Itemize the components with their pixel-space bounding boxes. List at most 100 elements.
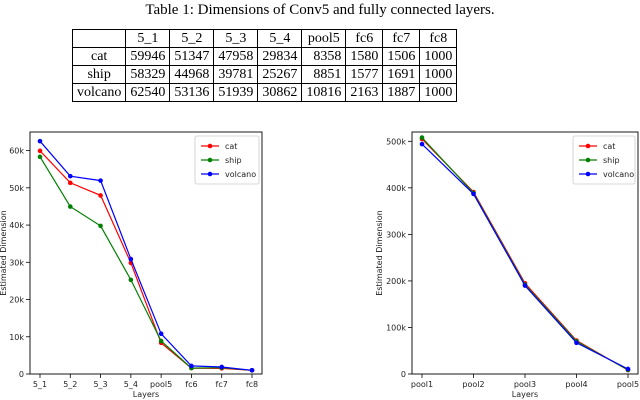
x-axis-label: Layers — [133, 390, 159, 399]
x-tick-label: pool1 — [411, 380, 433, 389]
legend-marker-cat — [207, 143, 213, 149]
table-cell: 58329 — [125, 65, 171, 84]
data-point-volcano — [98, 178, 103, 183]
x-tick-label: pool3 — [514, 380, 536, 389]
data-point-ship — [158, 338, 164, 344]
table-column-header: 5_2 — [169, 29, 215, 48]
y-tick-label: 100k — [386, 323, 406, 332]
legend-label: volcano — [603, 170, 634, 179]
x-axis-label: Layers — [512, 390, 538, 399]
x-tick-label: 5_2 — [63, 380, 77, 389]
table-column-header: fc8 — [419, 29, 458, 48]
legend-label: ship — [603, 156, 620, 165]
table-column-header: 5_4 — [257, 29, 303, 48]
table-caption: Table 1: Dimensions of Conv5 and fully c… — [145, 2, 495, 18]
y-axis-label: Estimated Dimension — [0, 210, 8, 295]
table-cell: 1000 — [419, 47, 458, 66]
series-line-volcano — [39, 140, 253, 371]
y-tick-label: 60k — [9, 147, 24, 156]
table-cell: 8851 — [301, 65, 347, 84]
left-line-chart: 0 10k 20k 30k 40k 50k 60k 5_1 5_2 5_3 5_4 pool5 fc6 f… — [0, 131, 263, 399]
table-cell: 44968 — [169, 65, 215, 84]
table-column-header: 5_1 — [125, 29, 171, 48]
table-cell: 1000 — [419, 83, 458, 102]
data-point-volcano — [574, 340, 579, 346]
legend-label: volcano — [225, 170, 256, 179]
table-cell: 1577 — [345, 65, 384, 84]
data-point-cat — [37, 148, 43, 154]
data-point-volcano — [249, 367, 255, 373]
data-point-volcano — [128, 256, 134, 262]
legend-marker-volcano — [585, 171, 591, 177]
table-cell: 25267 — [257, 65, 303, 84]
table-cell: 30862 — [257, 83, 303, 102]
table-cell: 29834 — [257, 47, 303, 66]
table-row: volcano 62540 53136 51939 30862 10816 21… — [71, 83, 458, 102]
table-cell: 1580 — [345, 47, 384, 66]
x-tick-label: pool5 — [150, 380, 172, 389]
table-row: ship 58329 44968 39781 25267 8851 1577 1… — [71, 65, 458, 84]
table-cell: 1000 — [419, 65, 458, 84]
table-cell: 10816 — [301, 83, 347, 102]
table-cell: 51939 — [213, 83, 259, 102]
legend-marker-volcano — [207, 171, 213, 177]
table-cell: 1691 — [382, 65, 421, 84]
x-tick-label: fc6 — [185, 380, 197, 389]
table-row-label: ship — [71, 65, 127, 84]
y-tick-label: 30k — [9, 258, 24, 267]
data-point-volcano — [37, 138, 43, 144]
data-point-volcano — [67, 173, 73, 179]
data-point-ship — [419, 135, 425, 140]
data-point-volcano — [522, 283, 528, 288]
legend-marker-ship — [207, 157, 213, 163]
y-tick-label: 400k — [386, 184, 406, 193]
x-tick-label: fc7 — [216, 380, 228, 389]
data-point-volcano — [189, 363, 194, 369]
table-row-label: volcano — [71, 83, 127, 102]
table-cell: 8358 — [301, 47, 347, 66]
data-point-cat — [98, 193, 103, 198]
table-cell: 53136 — [169, 83, 215, 102]
y-tick-label: 40k — [9, 221, 24, 230]
data-point-ship — [37, 154, 43, 160]
table-cell: 62540 — [125, 83, 171, 102]
right-line-chart: 0 100k 200k 300k 400k 500k pool1 pool2 pool3 pool… — [375, 131, 639, 399]
data-point-volcano — [471, 191, 476, 197]
legend-label: cat — [603, 142, 615, 151]
y-tick-label: 300k — [386, 230, 406, 239]
table-header-row: 5_1 5_2 5_3 5_4 pool5 fc6 fc7 fc8 — [71, 29, 458, 48]
table-column-header: pool5 — [301, 29, 347, 48]
y-tick-label: 500k — [386, 137, 406, 146]
dimensions-table: 5_1 5_2 5_3 5_4 pool5 fc6 fc7 fc8 cat 59… — [71, 29, 458, 102]
table-cell: 2163 — [345, 83, 384, 102]
table-cell: 51347 — [169, 47, 215, 66]
series-line-ship — [39, 156, 253, 371]
data-point-volcano — [219, 364, 225, 370]
y-tick-label: 50k — [9, 184, 24, 193]
x-tick-label: pool5 — [617, 380, 639, 389]
x-tick-label: 5_3 — [93, 380, 107, 389]
table-cell: 59946 — [125, 47, 171, 66]
table-row: cat 59946 51347 47958 29834 8358 1580 15… — [71, 47, 458, 66]
y-axis-label: Estimated Dimension — [375, 210, 384, 295]
data-point-ship — [67, 204, 73, 209]
legend-marker-ship — [585, 157, 591, 163]
table-column-header: fc7 — [382, 29, 421, 48]
x-tick-label: 5_4 — [124, 380, 138, 389]
table-cell: 1887 — [382, 83, 421, 102]
y-tick-label: 200k — [386, 277, 406, 286]
x-tick-label: pool2 — [462, 380, 484, 389]
x-tick-label: pool4 — [565, 380, 587, 389]
y-tick-label: 10k — [9, 333, 24, 342]
legend-label: cat — [225, 142, 237, 151]
legend-label: ship — [225, 156, 242, 165]
data-point-volcano — [158, 331, 164, 337]
table-row-label: cat — [71, 47, 127, 66]
data-point-ship — [128, 277, 134, 283]
table-cell: 47958 — [213, 47, 259, 66]
table-column-header: 5_3 — [213, 29, 259, 48]
table-column-header: fc6 — [345, 29, 384, 48]
table-cell: 39781 — [213, 65, 259, 84]
data-point-cat — [67, 180, 73, 186]
x-tick-label: 5_1 — [33, 380, 47, 389]
